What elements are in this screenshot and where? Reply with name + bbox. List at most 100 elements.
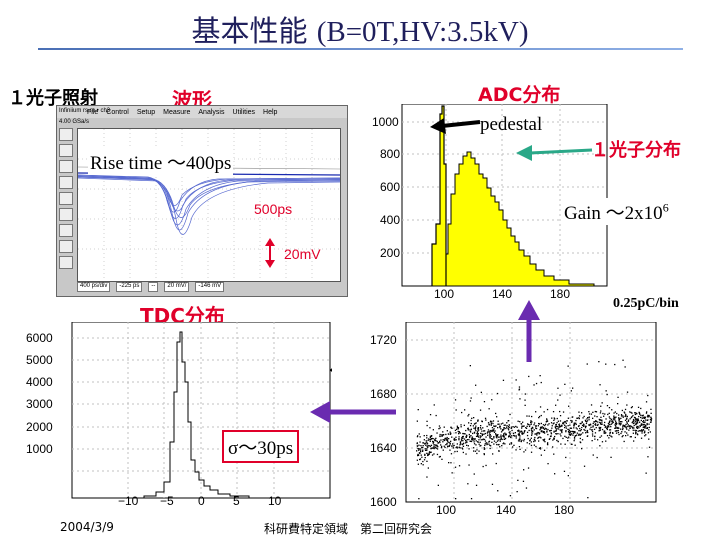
scatter-point xyxy=(508,435,510,437)
scope-offset[interactable]: -146 mV xyxy=(195,282,225,292)
scope-trigger[interactable]: -- xyxy=(148,282,159,292)
scope-tool-button[interactable] xyxy=(59,144,73,157)
scope-menu-utilities[interactable]: Utilities xyxy=(232,108,256,116)
scatter-point xyxy=(553,422,555,424)
scatter-point xyxy=(601,428,604,431)
scatter-point xyxy=(579,437,581,440)
scope-menu-analysis[interactable]: Analysis xyxy=(198,108,225,116)
scope-tool-button[interactable] xyxy=(59,224,73,237)
scatter-point xyxy=(625,427,627,429)
scatter-point xyxy=(628,425,631,427)
scatter-point xyxy=(549,430,551,432)
scatter-point xyxy=(595,420,597,423)
scatter-point xyxy=(586,363,588,365)
scatter-point xyxy=(430,448,432,450)
scope-tool-button[interactable] xyxy=(59,128,73,141)
scatter-point xyxy=(423,459,426,461)
scatter-point xyxy=(529,440,531,442)
scatter-point xyxy=(620,432,622,435)
scatter-point xyxy=(524,393,526,395)
scatter-point xyxy=(497,434,499,436)
scatter-point xyxy=(444,437,446,440)
scatter-point xyxy=(504,437,507,440)
scatter-point xyxy=(519,431,521,433)
scope-menu-measure[interactable]: Measure xyxy=(163,108,191,116)
scatter-point xyxy=(457,427,460,429)
scatter-point xyxy=(446,430,448,432)
scatter-point xyxy=(547,424,549,426)
scope-tool-button[interactable] xyxy=(59,160,73,173)
scatter-point xyxy=(503,438,505,440)
scatter-point xyxy=(638,415,640,418)
scatter-point xyxy=(573,424,575,426)
scope-tool-button[interactable] xyxy=(59,208,73,221)
scatter-point xyxy=(523,425,525,427)
scatter-point xyxy=(555,404,557,406)
scatter-point xyxy=(537,437,539,439)
scatter-point xyxy=(543,438,546,440)
scope-tool-button[interactable] xyxy=(59,176,73,189)
scatter-point xyxy=(551,427,553,429)
scatter-point xyxy=(650,416,652,418)
scatter-point xyxy=(636,419,638,421)
scope-menu-control[interactable]: Control xyxy=(106,108,129,116)
scatter-point xyxy=(642,421,644,423)
scatter-point xyxy=(618,427,620,429)
scatter-point xyxy=(515,435,517,437)
scatter-point xyxy=(453,444,455,447)
scatter-point xyxy=(578,411,580,413)
scatter-point xyxy=(473,423,476,425)
tdc-ytick: 1000 xyxy=(26,442,53,456)
scatter-point xyxy=(495,441,497,444)
scatter-point xyxy=(637,434,639,436)
scatter-point xyxy=(499,446,501,448)
scatter-point xyxy=(420,451,422,453)
scatter-point xyxy=(633,440,635,442)
scatter-point xyxy=(600,405,602,407)
scatter-point xyxy=(515,425,517,428)
scatter-point xyxy=(594,432,597,434)
scatter-point xyxy=(443,445,445,447)
tdc-xtick: −5 xyxy=(160,494,174,508)
scope-tool-button[interactable] xyxy=(59,192,73,205)
scatter-point xyxy=(641,432,643,434)
scope-vscale[interactable]: 20 mV/ xyxy=(164,282,190,292)
scatter-point xyxy=(584,427,587,429)
scope-tool-button[interactable] xyxy=(59,240,73,253)
scatter-point xyxy=(637,406,640,408)
scatter-point xyxy=(543,431,545,433)
scatter-point xyxy=(435,414,437,417)
scatter-point xyxy=(426,434,428,437)
scatter-point xyxy=(449,442,451,444)
scatter-point xyxy=(605,432,607,434)
scatter-point xyxy=(420,448,422,450)
scope-timebase[interactable]: 400 ps/div xyxy=(77,282,111,292)
scatter-point xyxy=(422,445,424,447)
title-main: 基本性能 xyxy=(191,14,308,48)
scope-delay[interactable]: -225 ps xyxy=(116,282,143,292)
scatter-point xyxy=(562,422,564,424)
scatter-point xyxy=(424,454,426,456)
scatter-point xyxy=(530,423,532,425)
scatter-point xyxy=(486,443,488,445)
scope-menu-setup[interactable]: Setup xyxy=(136,108,156,116)
scatter-point xyxy=(605,390,607,392)
scatter-point xyxy=(435,447,437,449)
scatter-point xyxy=(611,422,613,424)
scatter-point xyxy=(547,444,549,446)
one-photon-arrow-icon xyxy=(516,145,593,161)
scatter-point xyxy=(617,426,619,429)
scatter-point xyxy=(632,432,634,434)
scatter-point xyxy=(640,407,642,410)
scatter-point xyxy=(451,436,453,438)
scope-menu-file[interactable]: File xyxy=(87,108,99,116)
tdc-ytick: 5000 xyxy=(26,353,53,367)
scatter-point xyxy=(577,425,580,428)
scope-menu-help[interactable]: Help xyxy=(263,108,278,116)
scatter-point xyxy=(464,433,466,435)
scatter-point xyxy=(480,428,482,430)
scatter-point xyxy=(535,425,537,427)
scatter-point xyxy=(449,444,451,446)
scope-tool-button[interactable] xyxy=(59,256,73,269)
scatter-ytick: 1640 xyxy=(370,441,397,455)
